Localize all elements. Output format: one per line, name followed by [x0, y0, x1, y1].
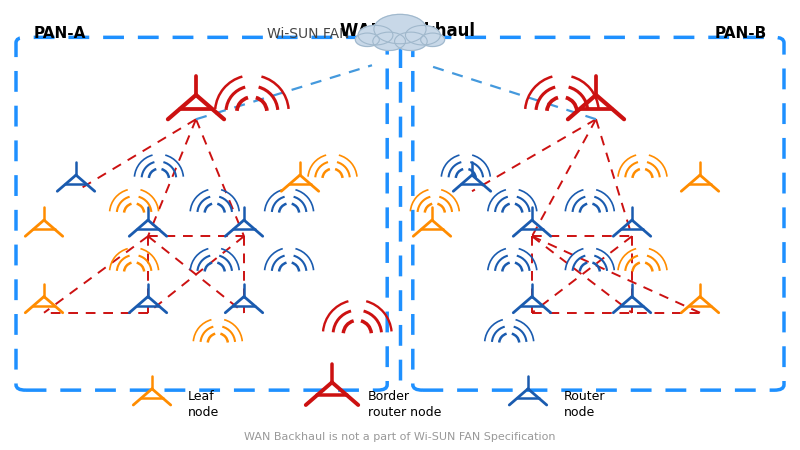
Circle shape — [421, 33, 445, 46]
Circle shape — [373, 32, 406, 50]
Circle shape — [406, 25, 440, 45]
Text: WAN Backhaul: WAN Backhaul — [341, 22, 475, 40]
Text: PAN-A: PAN-A — [34, 26, 86, 41]
Circle shape — [355, 33, 379, 46]
Text: Wi-SUN FAN: Wi-SUN FAN — [266, 27, 350, 41]
Text: WAN Backhaul is not a part of Wi-SUN FAN Specification: WAN Backhaul is not a part of Wi-SUN FAN… — [244, 432, 556, 442]
Text: PAN-B: PAN-B — [714, 26, 766, 41]
Text: Border
router node: Border router node — [368, 391, 442, 419]
Circle shape — [358, 25, 393, 45]
Text: Router
node: Router node — [564, 391, 606, 419]
Circle shape — [394, 32, 427, 50]
Circle shape — [374, 14, 426, 44]
Text: Leaf
node: Leaf node — [188, 391, 219, 419]
